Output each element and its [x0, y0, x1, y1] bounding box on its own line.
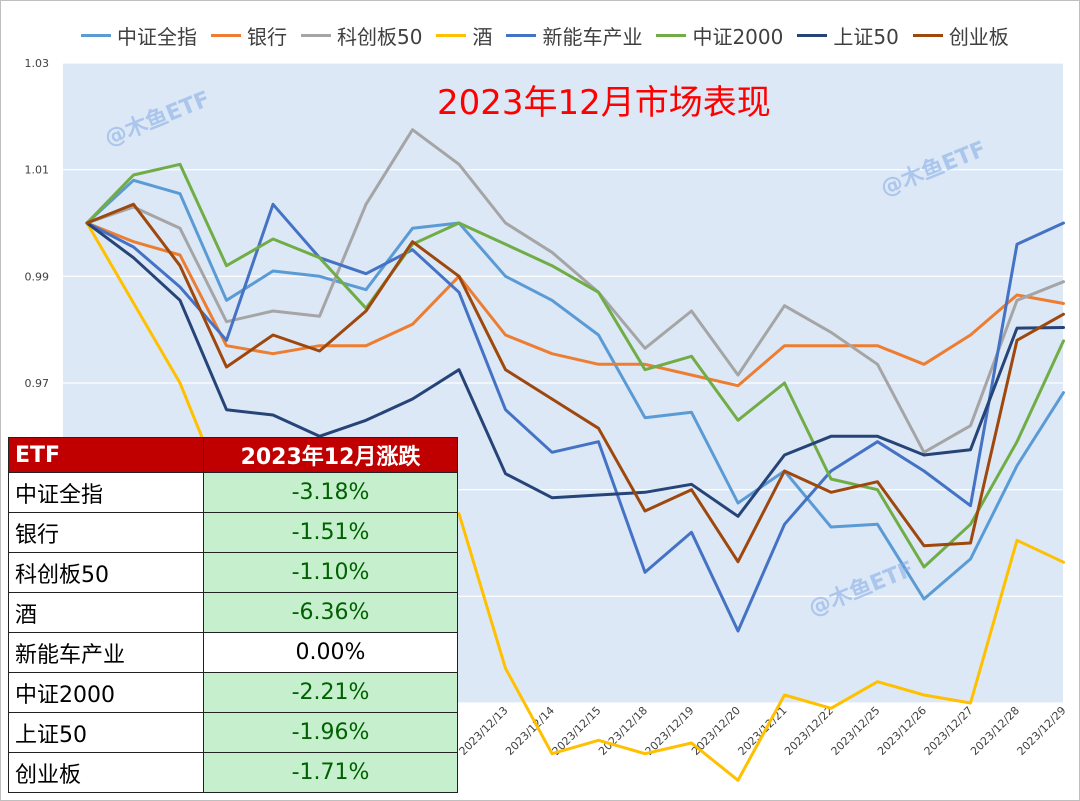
- x-tick-label: 2023/12/18: [596, 704, 650, 758]
- table-header-etf: ETF: [8, 437, 204, 473]
- table-row: 新能车产业 0.00%: [8, 632, 458, 673]
- table-cell-name: 酒: [8, 592, 204, 633]
- x-tick-label: 2023/12/29: [1015, 704, 1069, 758]
- table-cell-value: -1.51%: [203, 512, 458, 553]
- table-cell-value: -6.36%: [203, 592, 458, 633]
- legend-item: 上证50: [797, 21, 899, 50]
- legend-item: 酒: [436, 21, 492, 50]
- table-header-change: 2023年12月涨跌: [203, 437, 458, 473]
- table-cell-value: -1.10%: [203, 552, 458, 593]
- legend-swatch: [912, 34, 943, 37]
- x-tick-label: 2023/12/22: [782, 704, 836, 758]
- table-cell-name: 创业板: [8, 752, 204, 793]
- legend-label: 银行: [247, 25, 287, 49]
- legend-swatch: [81, 34, 111, 37]
- table-row: 银行 -1.51%: [8, 512, 458, 553]
- legend-label: 科创板50: [337, 25, 423, 49]
- x-tick-label: 2023/12/20: [689, 704, 743, 758]
- table-cell-name: 银行: [8, 512, 204, 553]
- chart-legend: 中证全指 银行 科创板50 酒 新能车产业 中证2000 上证50 创业板: [81, 21, 1009, 50]
- x-tick-label: 2023/12/19: [643, 704, 697, 758]
- x-tick-label: 2023/12/15: [550, 704, 604, 758]
- table-cell-value: -2.21%: [203, 672, 458, 713]
- table-cell-value: 0.00%: [203, 632, 458, 673]
- legend-label: 中证2000: [692, 25, 784, 49]
- legend-swatch: [506, 34, 537, 37]
- chart-title: 2023年12月市场表现: [437, 83, 771, 123]
- series-line-7: [85, 202, 1065, 564]
- table-cell-value: -1.96%: [203, 712, 458, 753]
- x-tick-label: 2023/12/25: [829, 704, 883, 758]
- x-tick-label: 2023/12/27: [922, 704, 976, 758]
- table-cell-name: 中证2000: [8, 672, 204, 713]
- legend-label: 新能车产业: [542, 25, 643, 49]
- table-row: 酒 -6.36%: [8, 592, 458, 633]
- legend-item: 新能车产业: [506, 21, 642, 50]
- legend-swatch: [436, 34, 467, 37]
- legend-swatch: [211, 34, 241, 37]
- legend-label: 中证全指: [117, 25, 197, 49]
- series-line-2: [85, 128, 1065, 454]
- table-cell-name: 科创板50: [8, 552, 204, 593]
- legend-swatch: [656, 34, 687, 37]
- table-row: 上证50 -1.96%: [8, 712, 458, 753]
- y-tick-label: 0.99: [25, 270, 50, 283]
- table-row: 中证全指 -3.18%: [8, 472, 458, 513]
- x-tick-label: 2023/12/26: [875, 704, 929, 758]
- table-header-row: ETF 2023年12月涨跌: [8, 437, 458, 473]
- legend-item: 中证全指: [81, 21, 197, 50]
- series-line-5: [85, 162, 1065, 569]
- x-tick-label: 2023/12/13: [457, 704, 511, 758]
- x-tick-label: 2023/12/28: [968, 704, 1022, 758]
- x-tick-label: 2023/12/21: [736, 704, 790, 758]
- legend-swatch: [797, 34, 828, 37]
- series-line-0: [85, 178, 1065, 601]
- legend-swatch: [301, 34, 331, 37]
- legend-item: 银行: [211, 21, 287, 50]
- legend-label: 创业板: [948, 25, 1009, 49]
- series-line-6: [85, 221, 1065, 518]
- legend-item: 创业板: [912, 21, 1009, 50]
- legend-item: 中证2000: [656, 21, 783, 50]
- performance-table: ETF 2023年12月涨跌 中证全指 -3.18% 银行 -1.51% 科创板50…: [8, 437, 458, 793]
- legend-label: 上证50: [833, 25, 899, 49]
- table-cell-name: 新能车产业: [8, 632, 204, 673]
- table-row: 创业板 -1.71%: [8, 752, 458, 793]
- table-cell-name: 上证50: [8, 712, 204, 753]
- legend-item: 科创板50: [301, 21, 422, 50]
- series-line-4: [85, 202, 1065, 633]
- legend-label: 酒: [472, 25, 493, 49]
- y-tick-label: 0.97: [25, 377, 50, 390]
- y-tick-label: 1.03: [25, 57, 50, 70]
- table-cell-value: -1.71%: [203, 752, 458, 793]
- table-row: 中证2000 -2.21%: [8, 672, 458, 713]
- table-cell-name: 中证全指: [8, 472, 204, 513]
- table-cell-value: -3.18%: [203, 472, 458, 513]
- y-tick-label: 1.01: [25, 164, 50, 177]
- table-row: 科创板50 -1.10%: [8, 552, 458, 593]
